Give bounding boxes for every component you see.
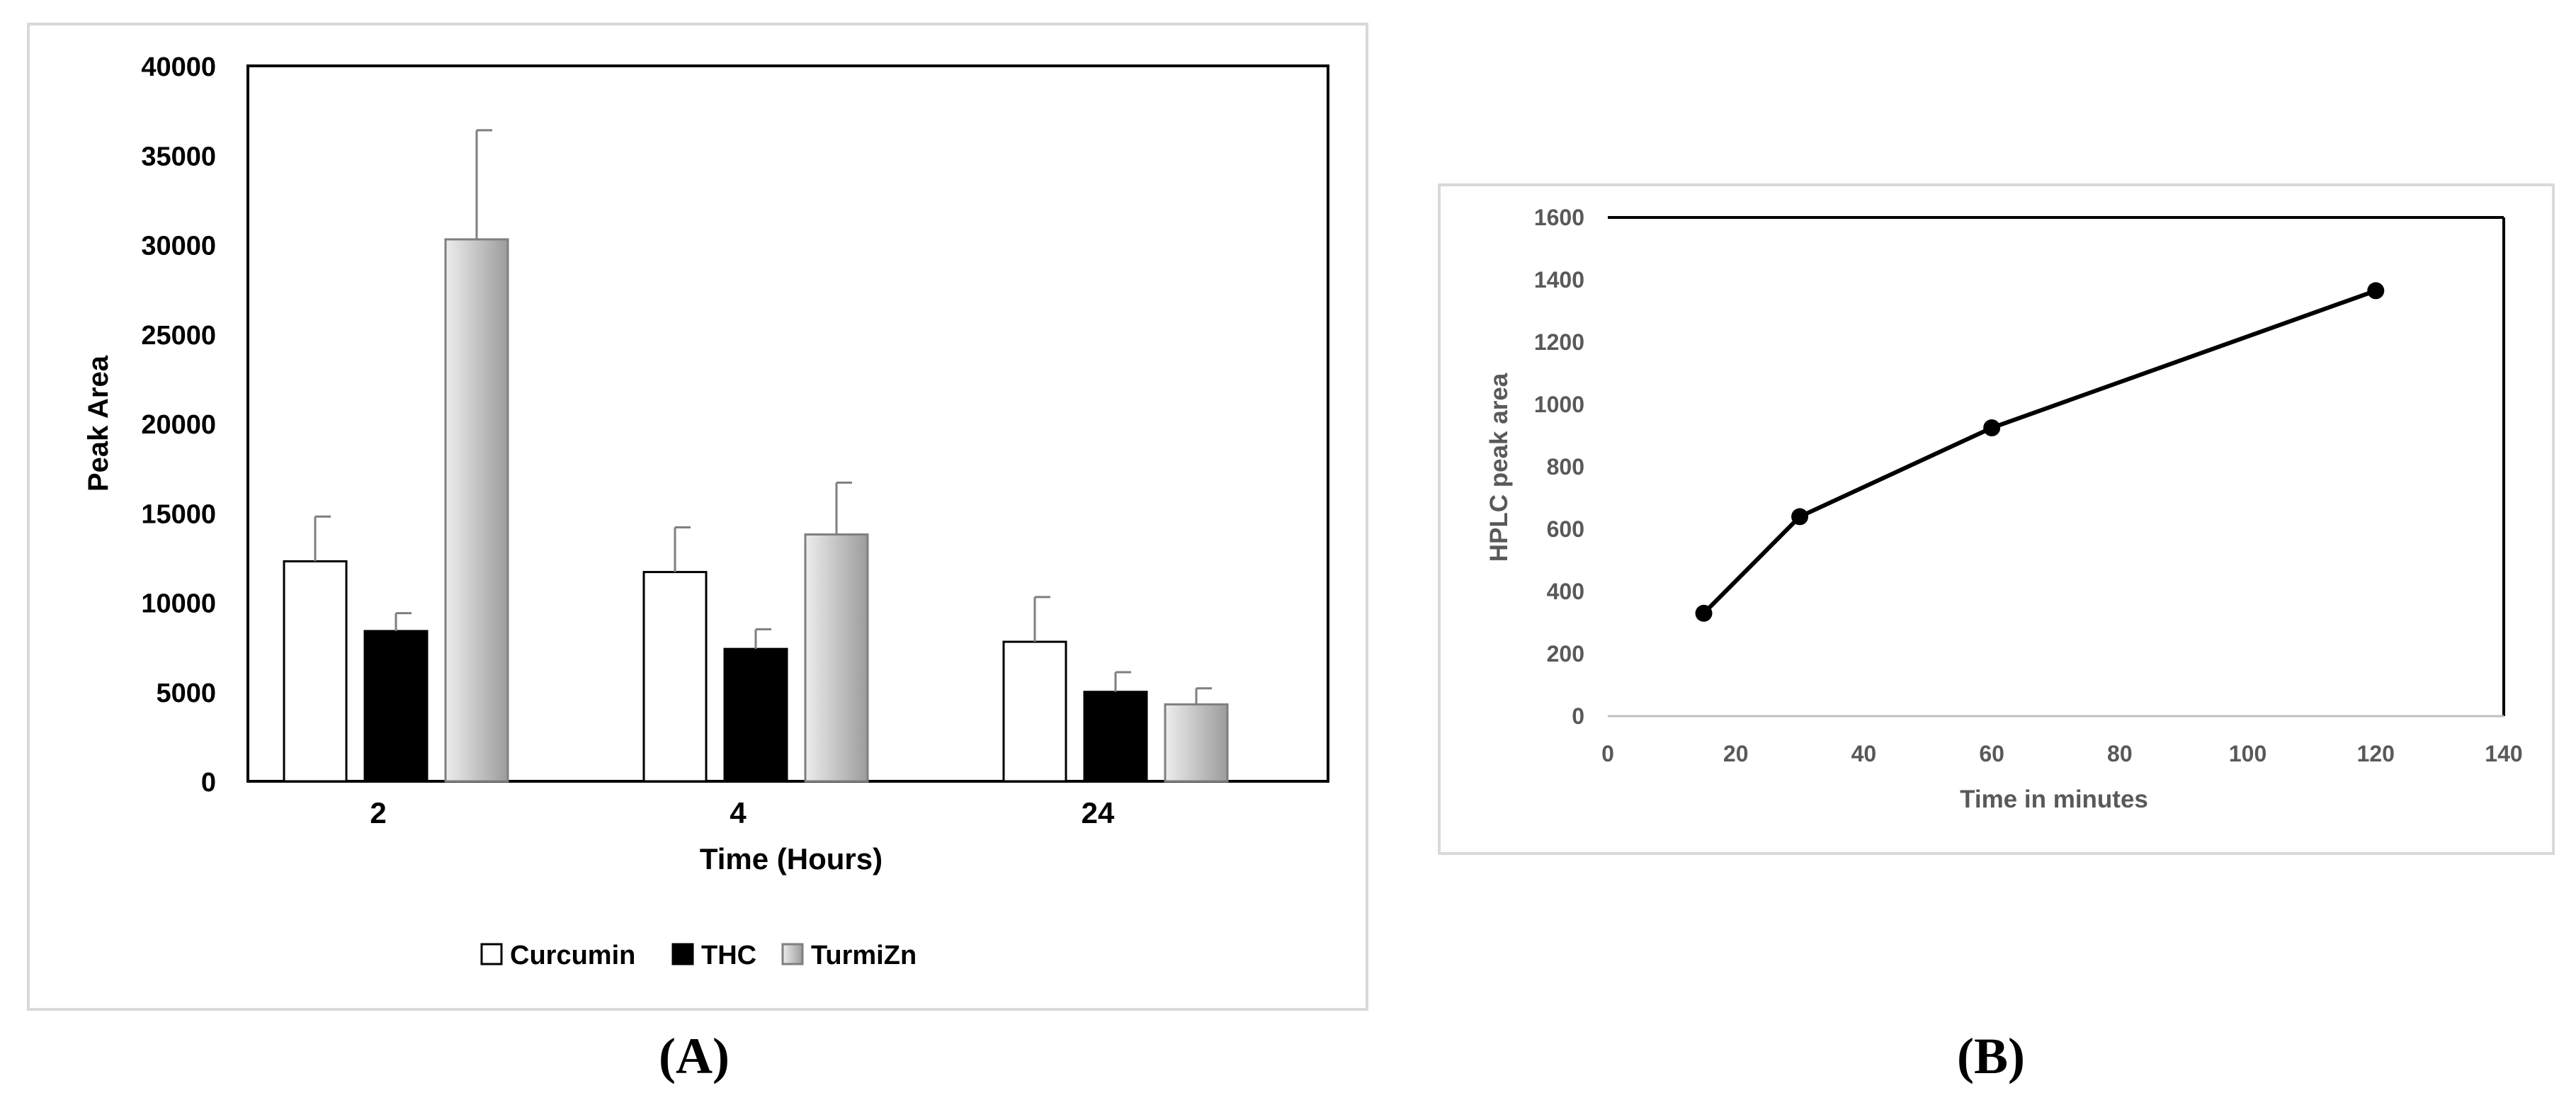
chart-b-x-tick-label: 140: [2485, 741, 2522, 766]
bar-thc-24: [1083, 691, 1148, 783]
chart-a-x-tick-label: 24: [1082, 796, 1115, 829]
bar-curcumin-4: [642, 571, 708, 783]
chart-b-x-tick-label: 40: [1851, 741, 1877, 766]
chart-b-y-tick-label: 600: [1547, 516, 1584, 542]
chart-b-y-tick-label: 400: [1547, 579, 1584, 604]
chart-b-points: [1695, 282, 2385, 622]
chart-b-x-tick-label: 80: [2107, 741, 2133, 766]
bar-thc-4: [723, 647, 788, 783]
chart-b-x-tick-label: 20: [1723, 741, 1749, 766]
chart-b-y-tick-label: 1600: [1534, 205, 1584, 230]
chart-a-y-tick-label: 30000: [141, 232, 216, 261]
chart-a-y-tick-label: 35000: [141, 142, 216, 171]
chart-a-y-axis-label: Peak Area: [83, 355, 114, 492]
chart-a-x-tick-label: 4: [730, 796, 747, 829]
bar-turmizn-24: [1164, 703, 1229, 783]
chart-a-x-tick-label: 2: [370, 796, 386, 829]
chart-b-y-ticks: 0 200 400 600 800 1000 1200 1400 1600: [1534, 205, 1584, 729]
chart-a-bars: [283, 238, 1229, 783]
chart-b-y-tick-label: 1200: [1534, 329, 1584, 355]
chart-b-x-axis-label: Time in minutes: [1960, 786, 2148, 813]
legend-swatch-curcumin: [480, 943, 503, 965]
chart-b-x-ticks: 0 20 40 60 80 100 120 140: [1601, 741, 2523, 766]
chart-b-frame: [1438, 183, 2555, 855]
chart-b-y-tick-label: 0: [1572, 703, 1584, 729]
chart-b-series-line: [1702, 288, 2377, 615]
chart-b-x-tick-label: 120: [2357, 741, 2395, 766]
chart-b-point-30: [1791, 508, 1809, 526]
chart-b-point-15: [1695, 604, 1713, 622]
legend-swatch-thc: [671, 943, 694, 965]
chart-b-y-tick-label: 800: [1547, 454, 1584, 480]
chart-a-x-axis-label: Time (Hours): [700, 842, 883, 876]
chart-a-y-ticks: 0 5000 10000 15000 20000 25000 30000 35000 40000: [141, 52, 216, 798]
chart-b-x-tick-label: 60: [1979, 741, 2004, 766]
chart-a-y-tick-label: 5000: [156, 679, 216, 708]
chart-b-axes: [1608, 216, 2505, 718]
chart-b-point-60: [1983, 419, 2001, 436]
bar-turmizn-2: [444, 238, 509, 783]
chart-a-legend: Curcumin THC TurmiZn: [480, 941, 917, 970]
legend-swatch-turmizn: [781, 943, 804, 965]
chart-a-y-tick-label: 15000: [141, 499, 216, 529]
chart-b-x-tick-label: 100: [2229, 741, 2266, 766]
bar-turmizn-4: [804, 533, 869, 783]
chart-b-y-tick-label: 1400: [1534, 267, 1584, 293]
chart-b-y-tick-label: 1000: [1534, 392, 1584, 417]
chart-a: 0 5000 10000 15000 20000 25000 30000 35000 40000…: [27, 23, 1368, 1011]
caption-a: (A): [659, 1028, 730, 1084]
chart-b-y-tick-label: 200: [1547, 641, 1584, 667]
chart-a-y-tick-label: 0: [201, 768, 216, 798]
chart-b-x-tick-label: 0: [1601, 741, 1614, 766]
chart-a-x-ticks: 2 4 24: [370, 796, 1115, 829]
chart-a-y-tick-label: 20000: [141, 410, 216, 440]
chart-a-y-tick-label: 40000: [141, 52, 216, 82]
legend-label-thc: THC: [701, 941, 756, 970]
bar-curcumin-2: [283, 560, 348, 783]
legend-label-turmizn: TurmiZn: [811, 941, 917, 970]
caption-b: (B): [1957, 1028, 2025, 1084]
bar-curcumin-24: [1002, 640, 1067, 783]
chart-b-y-axis-label: HPLC peak area: [1485, 373, 1513, 562]
legend-label-curcumin: Curcumin: [510, 941, 635, 970]
chart-b-point-120: [2367, 282, 2385, 300]
chart-a-y-tick-label: 10000: [141, 589, 216, 619]
chart-b: 0 200 400 600 800 1000 1200 1400 1600 0 20 40 60 80 1…: [1438, 183, 2555, 855]
chart-a-error-bars: [314, 129, 1212, 705]
bar-thc-2: [363, 630, 429, 783]
chart-a-y-tick-label: 25000: [141, 321, 216, 351]
